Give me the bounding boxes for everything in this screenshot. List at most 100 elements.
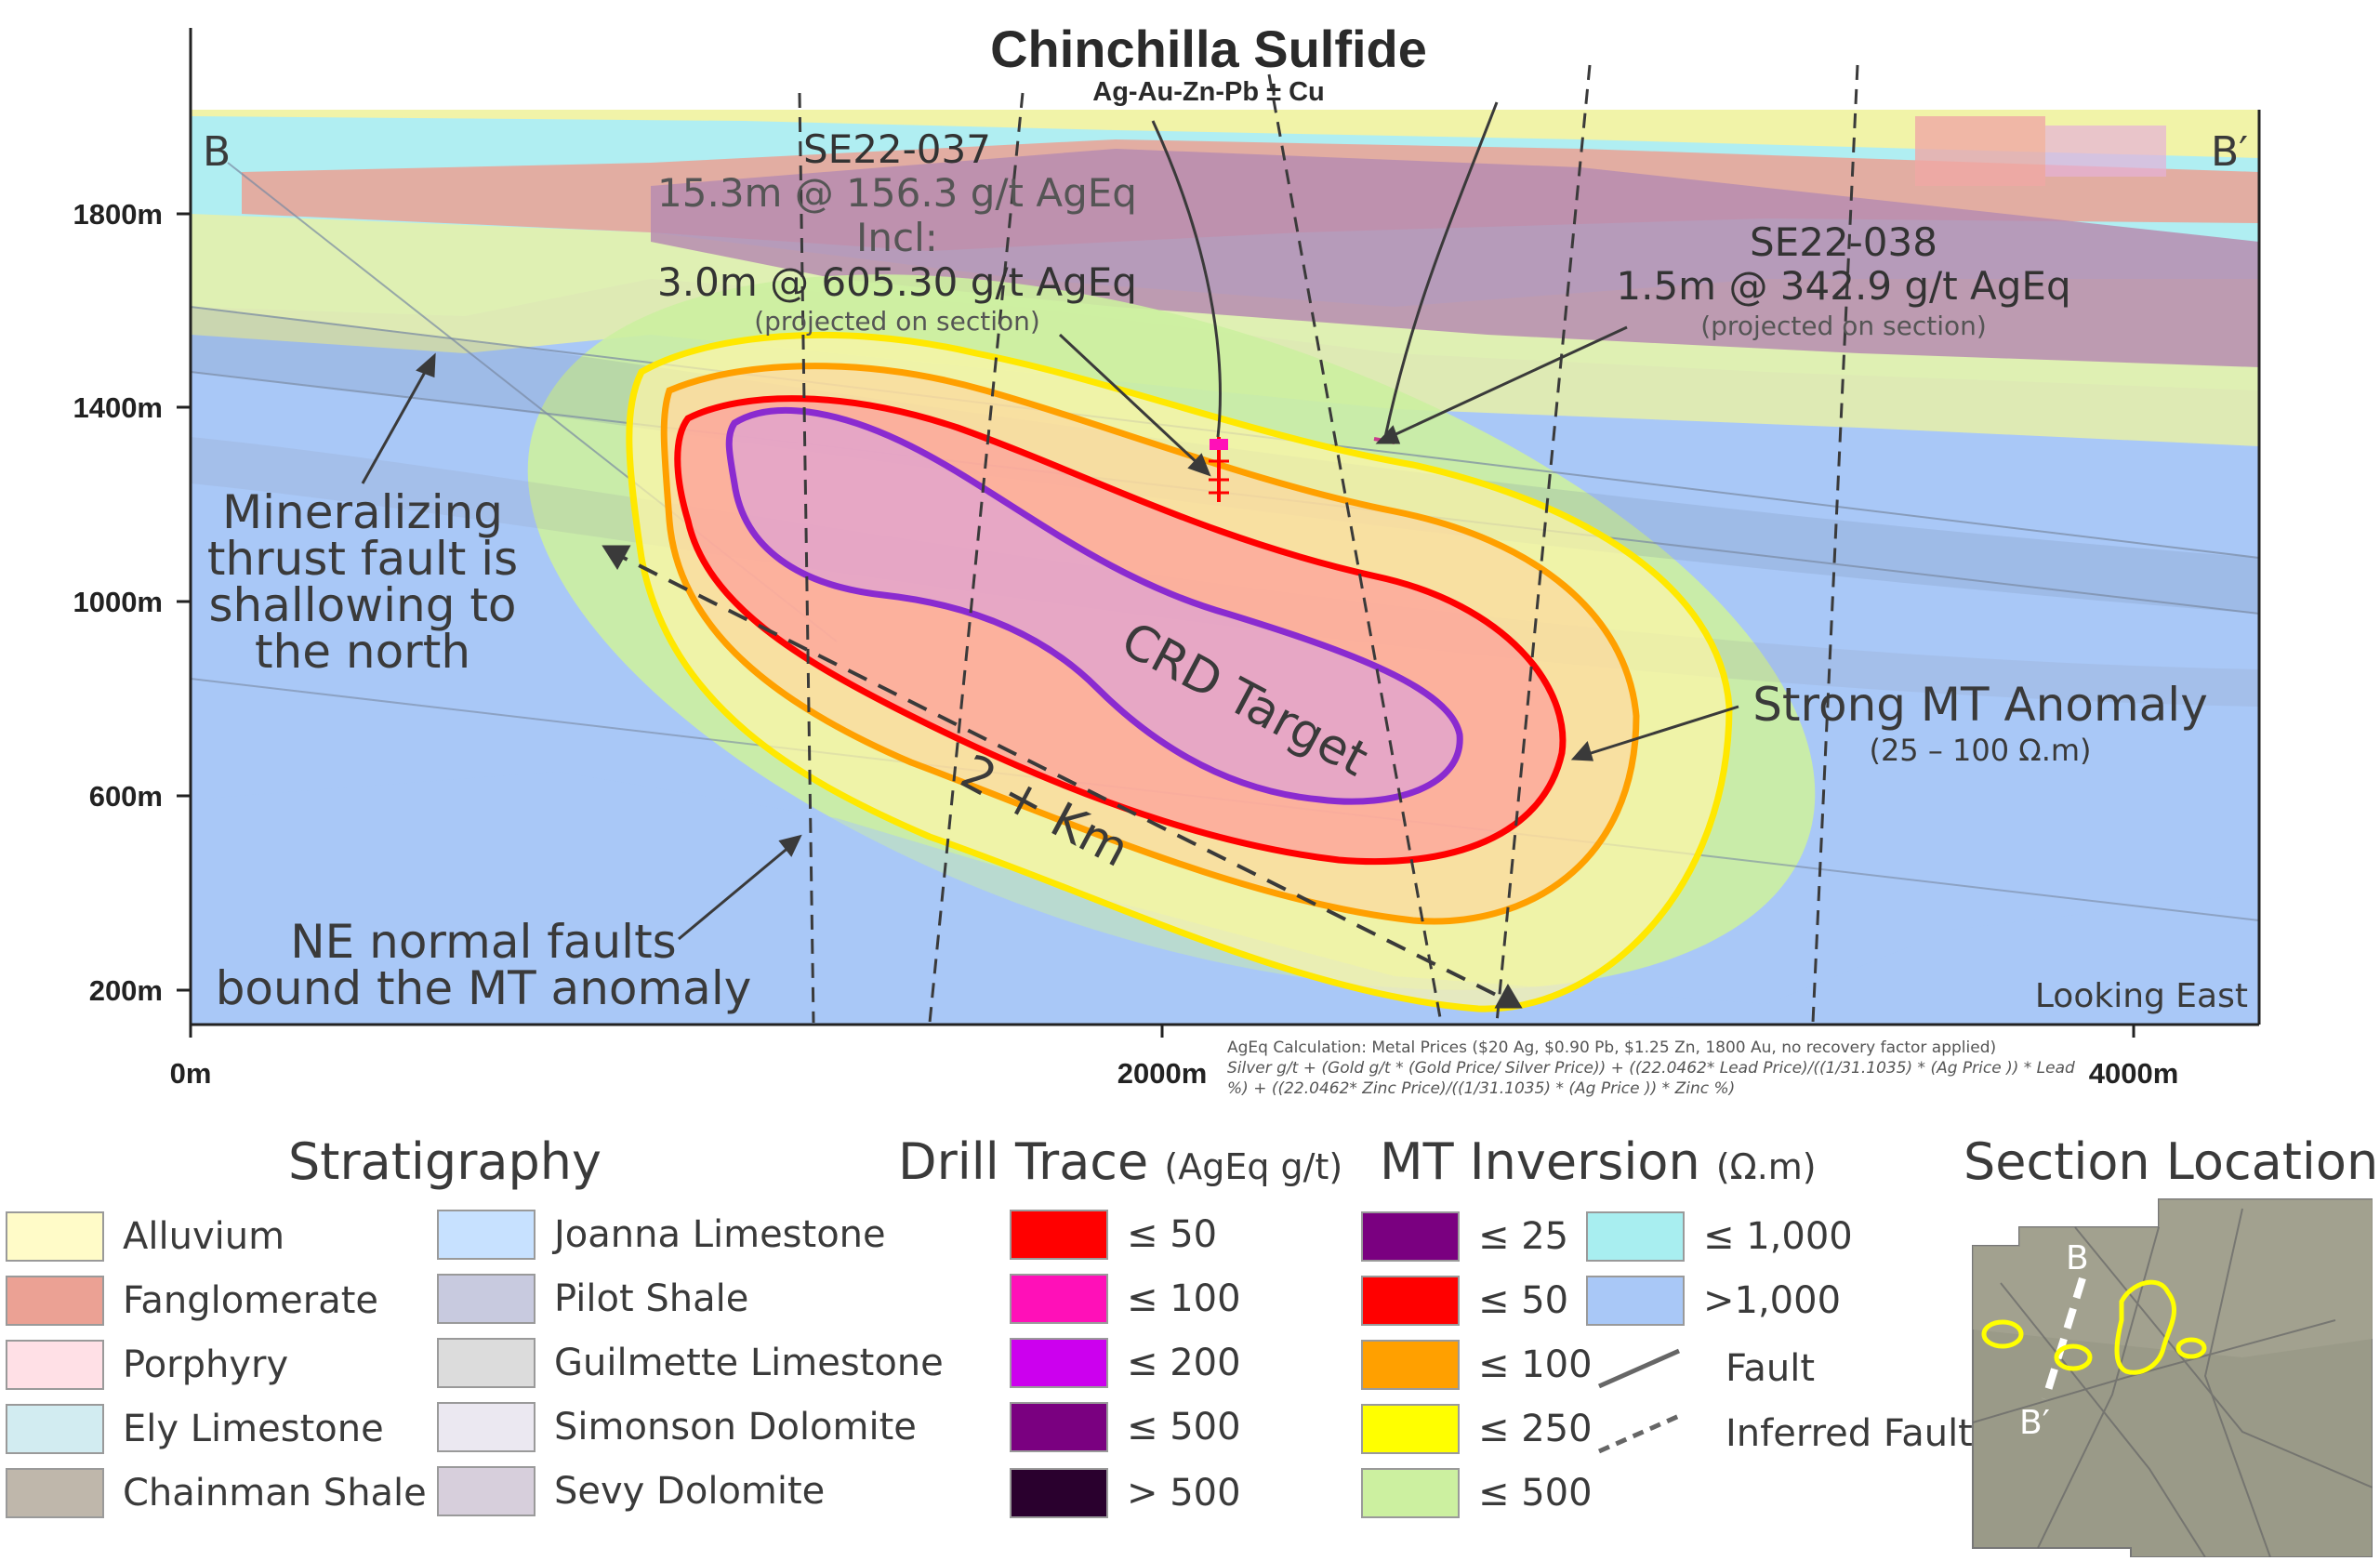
section-location-map: B B′ xyxy=(1972,1198,2373,1557)
anomaly-outline-east xyxy=(2175,1337,2207,1359)
legend-label: Simonson Dolomite xyxy=(554,1406,917,1449)
map-b-prime-label: B′ xyxy=(2019,1404,2050,1442)
legend-item-fault: Fault xyxy=(1595,1343,1815,1395)
y-tick-label: 1400m xyxy=(73,391,163,424)
inferred-fault-4 xyxy=(1495,64,1592,1024)
legend-swatch xyxy=(1586,1211,1685,1262)
legend-item-sevy-dolomite: Sevy Dolomite xyxy=(437,1465,825,1517)
mt-inversion-unit: (Ω.m) xyxy=(1715,1146,1817,1187)
legend-label: Pilot Shale xyxy=(554,1277,749,1320)
inferred-fault-3 xyxy=(1267,73,1443,1024)
se22-038-arrow xyxy=(1389,325,1628,439)
legend-item-simonson-dolomite: Simonson Dolomite xyxy=(437,1401,917,1453)
legend-item-fanglomerate: Fanglomerate xyxy=(6,1275,378,1327)
legend-label: ≤ 100 xyxy=(1127,1277,1241,1320)
y-tick-label: 1000m xyxy=(73,586,163,618)
se22-037-incl-result: 3.0m @ 605.30 g/t AgEq xyxy=(657,259,1137,305)
legend-label: ≤ 1,000 xyxy=(1703,1215,1853,1258)
legend-item-mt-500: ≤ 500 xyxy=(1361,1467,1593,1519)
y-tick-label: 600m xyxy=(89,780,163,813)
legend-swatch xyxy=(1586,1276,1685,1326)
y-tick-label: 1800m xyxy=(73,198,163,231)
section-line xyxy=(2042,1277,2086,1401)
legend-swatch xyxy=(437,1338,536,1388)
x-tick-label: 2000m xyxy=(1117,1057,1208,1090)
inferred-fault-line-icon xyxy=(1597,1413,1681,1454)
legend-item-mt-25: ≤ 25 xyxy=(1361,1210,1568,1263)
legend-item-pilot-shale: Pilot Shale xyxy=(437,1273,748,1325)
legend-swatch xyxy=(1010,1338,1108,1388)
legend-item-ely-limestone: Ely Limestone xyxy=(6,1403,384,1455)
mt-anomaly-label: Strong MT Anomaly xyxy=(1752,678,2208,732)
legend-label: Joanna Limestone xyxy=(554,1213,886,1256)
legend-label: Fault xyxy=(1726,1347,1815,1390)
se22-038-result: 1.5m @ 342.9 g/t AgEq xyxy=(1616,263,2070,309)
anomaly-outline-main xyxy=(2114,1279,2176,1375)
legend-swatch xyxy=(6,1340,104,1390)
page-title: Chinchilla Sulfide xyxy=(990,20,1427,78)
legend-label: ≤ 25 xyxy=(1478,1215,1569,1258)
inferred-fault-5 xyxy=(1811,64,1859,1024)
section-end-label: B′ xyxy=(2211,128,2248,176)
legend-swatch xyxy=(1361,1276,1460,1326)
ne-faults-text-line: bound the MT anomaly xyxy=(216,961,752,1015)
page-subtitle: Ag-Au-Zn-Pb ± Cu xyxy=(1092,77,1324,107)
drill-trace-legend-title: Drill Trace (AgEq g/t) xyxy=(898,1132,1342,1191)
legend-label: Inferred Fault xyxy=(1726,1412,1973,1455)
legend-swatch xyxy=(1010,1210,1108,1260)
section-start-label: B xyxy=(203,128,231,176)
legend-item-drill-50: ≤ 50 xyxy=(1010,1209,1217,1261)
se22-037-note: (projected on section) xyxy=(754,306,1040,337)
legend-label: ≤ 50 xyxy=(1478,1279,1569,1322)
se22-037-result: 15.3m @ 156.3 g/t AgEq xyxy=(657,170,1137,216)
x-tick-label: 0m xyxy=(170,1057,212,1090)
legend-swatch xyxy=(6,1211,104,1262)
ageq-calculation-line: AgEq Calculation: Metal Prices ($20 Ag, … xyxy=(1227,1038,1996,1057)
legend-label: ≤ 100 xyxy=(1478,1343,1593,1386)
se22-037-name: SE22-037 xyxy=(803,126,991,172)
legend-label: Porphyry xyxy=(123,1343,289,1386)
thrust-fault-arrow xyxy=(361,366,430,484)
anomaly-outline-south xyxy=(2054,1343,2093,1371)
legend-label: ≤ 500 xyxy=(1478,1472,1593,1515)
legend-item-guilmette-limestone: Guilmette Limestone xyxy=(437,1337,944,1389)
legend-item-drill-200: ≤ 200 xyxy=(1010,1337,1241,1389)
legend-item-inferred-fault: Inferred Fault xyxy=(1595,1408,1973,1460)
x-tick-label: 4000m xyxy=(2089,1057,2179,1090)
legend-swatch xyxy=(437,1210,536,1260)
legend-label: Chainman Shale xyxy=(123,1472,427,1515)
legend-swatch xyxy=(1010,1274,1108,1324)
legend-swatch xyxy=(1361,1468,1460,1518)
legend-item-mt-1000: ≤ 1,000 xyxy=(1586,1210,1853,1263)
legend-item-drill-500: ≤ 500 xyxy=(1010,1401,1241,1453)
drill-trace-title-text: Drill Trace xyxy=(898,1132,1149,1191)
mt-anomaly-range: (25 – 100 Ω.m) xyxy=(1869,733,2091,768)
thrust-fault-text-line: shallowing to xyxy=(208,578,516,632)
y-tick-label: 200m xyxy=(89,974,163,1007)
drill-trace-se22-037 xyxy=(1209,437,1229,502)
legend-swatch xyxy=(1010,1402,1108,1452)
ageq-calculation-line: Silver g/t + (Gold g/t * (Gold Price/ Si… xyxy=(1227,1059,2075,1078)
view-direction-label: Looking East xyxy=(2035,977,2248,1015)
fault-drill-trace-1 xyxy=(1151,120,1222,438)
legend-item-chainman-shale: Chainman Shale xyxy=(6,1467,427,1519)
se22-037-incl: Incl: xyxy=(856,215,938,260)
length-arrow xyxy=(608,549,1512,1004)
legend-label: Ely Limestone xyxy=(123,1408,384,1450)
legend-swatch xyxy=(1361,1211,1460,1262)
axes xyxy=(177,28,2261,1038)
fault-line-icon xyxy=(1597,1348,1681,1389)
legend-swatch xyxy=(1361,1340,1460,1390)
legend-swatch xyxy=(6,1404,104,1454)
anomaly-outline-west xyxy=(1981,1319,2024,1349)
thrust-fault-text-line: Mineralizing xyxy=(222,485,503,539)
mt-anomaly-arrow xyxy=(1584,705,1739,757)
legend-swatch xyxy=(6,1468,104,1518)
legend-label: >1,000 xyxy=(1703,1279,1842,1322)
legend-item-alluvium: Alluvium xyxy=(6,1210,284,1263)
thrust-fault-text-line: the north xyxy=(255,625,470,679)
legend-label: Sevy Dolomite xyxy=(554,1470,826,1513)
inferred-faults xyxy=(798,64,1859,1024)
ageq-calculation-line: %) + ((22.0462* Zinc Price)/((1/31.1035)… xyxy=(1227,1079,1735,1097)
legend-swatch xyxy=(437,1274,536,1324)
